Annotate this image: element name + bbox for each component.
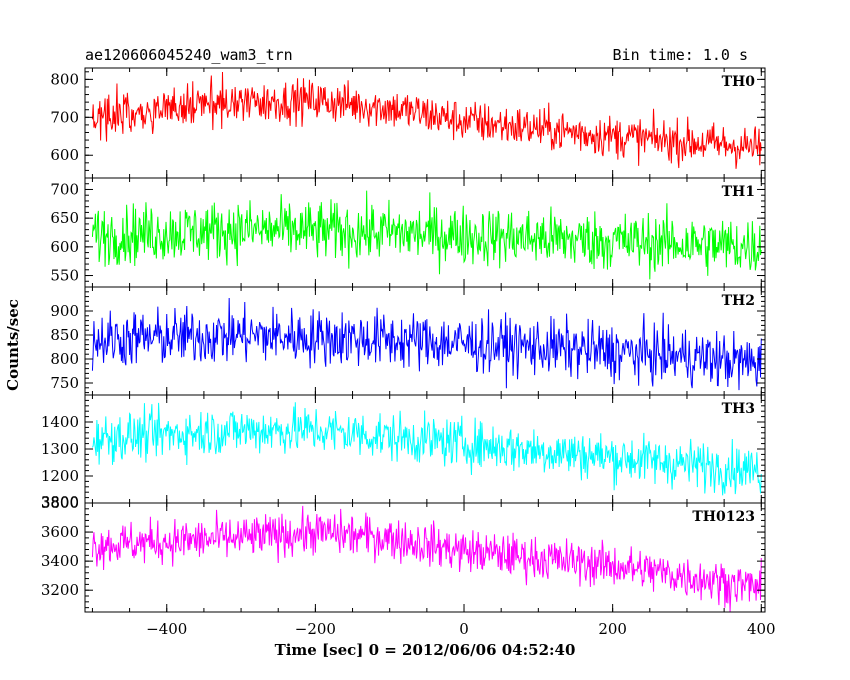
- x-tick-label: 400: [747, 620, 776, 638]
- x-tick-label: 0: [459, 620, 469, 638]
- panel-th0123: 3200 3400 3600 3800 TH0123: [41, 494, 766, 613]
- series-line-th3: [91, 402, 762, 496]
- series-line-th0123: [91, 505, 762, 612]
- y-tick-label: 800: [50, 70, 79, 88]
- panel-th1: 550 600 650 700 TH1: [50, 177, 766, 288]
- chart-title: ae120606045240_wam3_trn: [85, 46, 293, 64]
- y-tick-label: 1200: [41, 467, 79, 485]
- y-tick-label: 3800: [41, 494, 79, 512]
- y-tick-label: 3600: [41, 523, 79, 541]
- panel-frame: [84, 502, 766, 613]
- panel-frame: [84, 286, 766, 396]
- y-tick-label: 1400: [41, 413, 79, 431]
- panel-th2: 750 800 850 900 TH2: [50, 286, 766, 396]
- y-tick-label: 3200: [41, 581, 79, 599]
- panel-frame: [84, 67, 766, 179]
- y-tick-label: 850: [50, 326, 79, 344]
- panel-label-th0123: TH0123: [692, 509, 755, 525]
- series-line-th1: [91, 190, 762, 280]
- y-tick-label: 750: [50, 374, 79, 392]
- x-tick-label: −400: [146, 620, 187, 638]
- y-tick-label: 700: [50, 180, 79, 198]
- panel-label-th0: TH0: [722, 74, 756, 90]
- y-tick-label: 700: [50, 108, 79, 126]
- panel-th0: 600 700 800 TH0: [50, 67, 766, 179]
- panel-th3: 1200 1300 1400 3800 TH3: [41, 394, 766, 511]
- y-tick-label: 3400: [41, 552, 79, 570]
- panels-layer: 600 700 800 TH0 550 600 650 700 TH1 750 800 850 900 T…: [41, 67, 766, 613]
- y-tick-label: 900: [50, 302, 79, 320]
- series-line-th2: [91, 298, 762, 391]
- bin-time-label: Bin time: 1.0 s: [613, 46, 748, 64]
- x-tick-label: −200: [295, 620, 336, 638]
- y-axis-title: Counts/sec: [4, 299, 22, 391]
- x-tick-label: 200: [598, 620, 627, 638]
- y-tick-label: 650: [50, 209, 79, 227]
- series-line-th0: [91, 72, 762, 169]
- panel-label-th2: TH2: [722, 293, 755, 309]
- panel-label-th3: TH3: [722, 401, 755, 417]
- y-tick-label: 800: [50, 350, 79, 368]
- y-tick-label: 600: [50, 146, 79, 164]
- y-tick-label: 1300: [41, 440, 79, 458]
- x-axis-title: Time [sec] 0 = 2012/06/06 04:52:40: [275, 641, 576, 659]
- x-axis: −400 −200 0 200 400: [146, 620, 775, 638]
- panel-label-th1: TH1: [722, 184, 755, 200]
- y-tick-label-overlap: 3800: [41, 493, 79, 511]
- y-tick-label: 600: [50, 238, 79, 256]
- y-tick-label: 550: [50, 267, 79, 285]
